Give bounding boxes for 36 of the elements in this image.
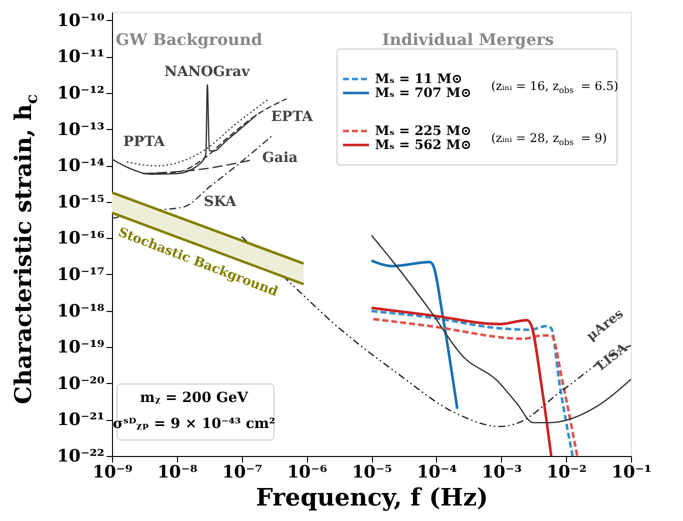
series-label: EPTA xyxy=(271,109,314,125)
x-tick-label: 10⁻⁹ xyxy=(92,462,133,482)
legend-label: Mₛ = 707 M⊙ xyxy=(375,86,472,101)
x-tick-label: 10⁻⁴ xyxy=(416,462,457,482)
annotation: Individual Mergers xyxy=(382,30,554,49)
annotation: GW Background xyxy=(116,30,262,49)
y-tick-label: 10⁻¹⁰ xyxy=(56,10,104,31)
x-tick-label: 10⁻⁵ xyxy=(352,462,392,482)
y-tick-label: 10⁻¹⁶ xyxy=(56,228,104,249)
x-tick-label: 10⁻² xyxy=(546,462,587,482)
legend-label: Mₛ = 562 M⊙ xyxy=(375,138,472,153)
series-label: Gaia xyxy=(262,150,298,166)
y-tick-label: 10⁻²⁰ xyxy=(56,374,104,394)
x-axis-title: Frequency, f (Hz) xyxy=(256,482,488,512)
x-tick-label: 10⁻⁶ xyxy=(287,462,328,482)
annotation: σˢᴰᵪₚ = 9 × 10⁻⁴³ cm² xyxy=(112,416,276,432)
y-tick-label: 10⁻¹¹ xyxy=(56,47,104,68)
x-tick-label: 10⁻³ xyxy=(482,462,522,482)
y-tick-label: 10⁻¹³ xyxy=(56,120,104,140)
legend-label: Mₛ = 225 M⊙ xyxy=(375,124,472,139)
y-tick-label: 10⁻¹⁹ xyxy=(56,338,104,358)
x-tick-label: 10⁻⁷ xyxy=(222,462,262,482)
y-tick-label: 10⁻¹⁴ xyxy=(56,156,104,176)
y-tick-label: 10⁻²¹ xyxy=(56,410,104,430)
y-tick-label: 10⁻¹⁸ xyxy=(56,301,104,322)
series-label: PPTA xyxy=(123,134,166,150)
x-tick-label: 10⁻¹ xyxy=(611,462,652,482)
y-axis-title: Characteristic strain, hc xyxy=(10,94,42,404)
x-tick-label: 10⁻⁸ xyxy=(157,462,198,482)
y-tick-label: 10⁻¹⁷ xyxy=(56,264,104,285)
y-tick-label: 10⁻¹⁵ xyxy=(56,192,104,212)
legend-label: Mₛ = 11 M⊙ xyxy=(375,72,462,87)
annotation: mᵪ = 200 GeV xyxy=(140,390,250,406)
y-tick-label: 10⁻¹² xyxy=(56,83,104,104)
series-label: SKA xyxy=(204,194,238,210)
series-label: NANOGrav xyxy=(164,64,250,80)
